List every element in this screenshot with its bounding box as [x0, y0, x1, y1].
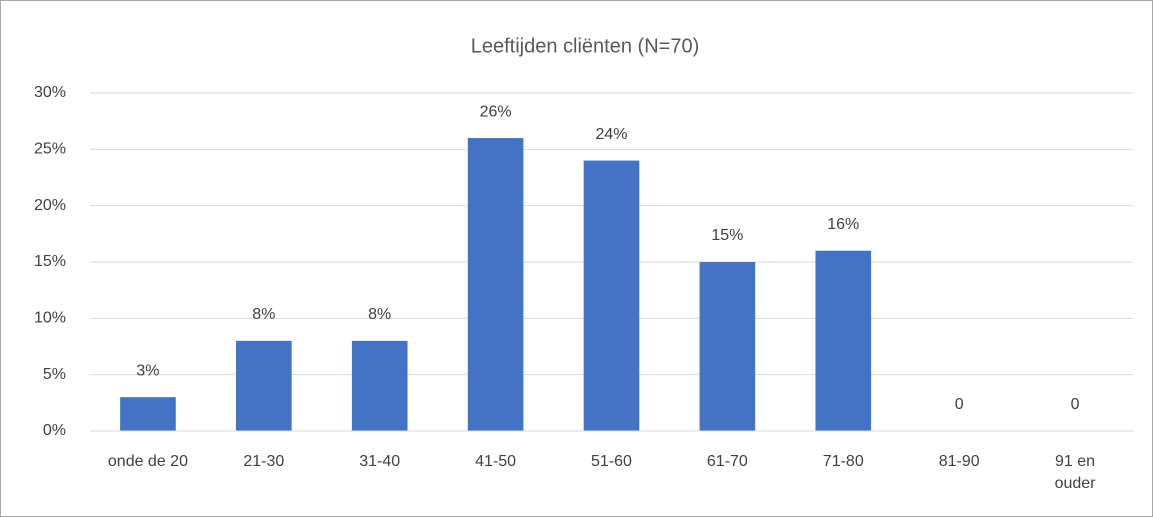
- x-tick-label: 31-40: [359, 453, 401, 470]
- y-tick-label: 15%: [34, 253, 66, 270]
- data-label: 8%: [252, 306, 275, 323]
- data-label: 3%: [136, 362, 159, 379]
- bar: [351, 340, 408, 431]
- chart-title: Leeftijden cliënten (N=70): [471, 35, 699, 57]
- bar: [699, 262, 756, 431]
- data-label: 0: [955, 396, 964, 413]
- y-tick-label: 25%: [34, 141, 66, 158]
- y-tick-label: 5%: [43, 366, 66, 383]
- bar: [236, 340, 292, 431]
- data-label: 24%: [595, 126, 627, 143]
- data-label: 15%: [711, 227, 743, 244]
- data-label: 26%: [480, 103, 512, 120]
- x-tick-label: 71-80: [822, 453, 864, 470]
- x-tick-label: 21-30: [243, 453, 285, 470]
- y-tick-label: 10%: [34, 310, 66, 327]
- bar: [815, 250, 872, 431]
- bar: [583, 160, 640, 431]
- x-tick-label: 51-60: [591, 453, 632, 470]
- bar: [467, 138, 524, 432]
- data-label: 8%: [368, 306, 391, 323]
- y-tick-label: 0%: [43, 422, 66, 439]
- y-tick-label: 30%: [34, 84, 66, 101]
- y-tick-label: 20%: [34, 197, 66, 214]
- data-label: 16%: [827, 216, 859, 233]
- x-tick-label: 81-90: [938, 453, 980, 470]
- x-tick-label: 91 en ouder: [1054, 453, 1096, 492]
- x-tick-label: 61-70: [706, 453, 748, 470]
- x-tick-label: 41-50: [475, 453, 517, 470]
- data-label: 0: [1071, 396, 1080, 413]
- bar: [120, 397, 176, 431]
- x-tick-label: onde de 20: [107, 453, 188, 470]
